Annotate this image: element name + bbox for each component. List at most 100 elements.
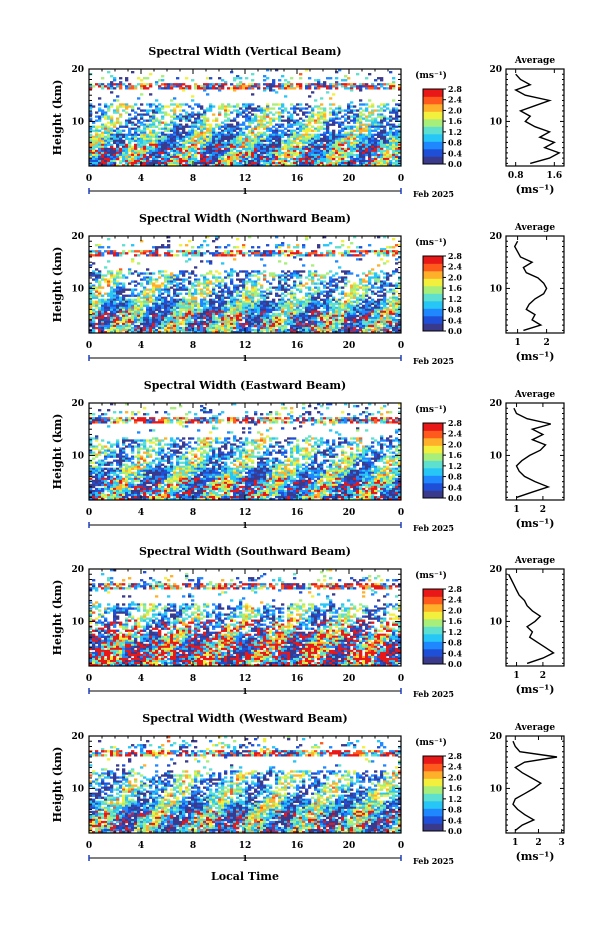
heatmap-cell	[374, 120, 377, 122]
heatmap-cell	[182, 274, 185, 276]
heatmap-cell	[182, 160, 185, 162]
heatmap-cell	[320, 152, 323, 154]
heatmap-cell	[128, 268, 131, 270]
heatmap-cell	[98, 107, 101, 109]
heatmap-cell	[206, 128, 209, 130]
heatmap-cell	[155, 126, 158, 128]
heatmap-cell	[374, 250, 377, 252]
heatmap-cell	[302, 107, 305, 109]
heatmap-cell	[248, 299, 251, 301]
heatmap-cell	[134, 152, 137, 154]
heatmap-cell	[305, 103, 308, 105]
heatmap-cell	[242, 142, 245, 144]
heatmap-cell	[167, 128, 170, 130]
heatmap-cell	[392, 291, 395, 293]
heatmap-cell	[302, 156, 305, 158]
heatmap-cell	[182, 303, 185, 305]
heatmap-cell	[152, 289, 155, 291]
heatmap-cell	[380, 109, 383, 111]
heatmap-cell	[335, 148, 338, 150]
heatmap-cell	[155, 142, 158, 144]
heatmap-cell	[335, 160, 338, 162]
heatmap-cell	[125, 305, 128, 307]
heatmap-cell	[116, 311, 119, 313]
heatmap-cell	[287, 250, 290, 252]
heatmap-cell	[248, 144, 251, 146]
heatmap-cell	[281, 152, 284, 154]
heatmap-cell	[119, 297, 122, 299]
heatmap-cell	[386, 272, 389, 274]
heatmap-cell	[383, 305, 386, 307]
heatmap-cell	[359, 282, 362, 284]
heatmap-cell	[170, 250, 173, 252]
heatmap-cell	[353, 83, 356, 85]
heatmap-cell	[227, 109, 230, 111]
heatmap-cell	[344, 150, 347, 152]
heatmap-cell	[116, 148, 119, 150]
heatmap-cell	[143, 83, 146, 85]
heatmap-cell	[233, 130, 236, 132]
heatmap-cell	[200, 126, 203, 128]
heatmap-cell	[164, 285, 167, 287]
heatmap-cell	[179, 138, 182, 140]
heatmap-cell	[152, 140, 155, 142]
heatmap-cell	[383, 109, 386, 111]
heatmap-cell	[212, 144, 215, 146]
heatmap-cell	[179, 144, 182, 146]
heatmap-cell	[290, 130, 293, 132]
heatmap-cell	[290, 309, 293, 311]
heatmap-cell	[314, 140, 317, 142]
heatmap-cell	[335, 278, 338, 280]
heatmap-cell	[182, 287, 185, 289]
heatmap-cell	[131, 156, 134, 158]
heatmap-cell	[149, 313, 152, 315]
heatmap-cell	[326, 128, 329, 130]
heatmap-cell	[368, 113, 371, 115]
heatmap-cell	[245, 280, 248, 282]
heatmap-cell	[209, 301, 212, 303]
heatmap-cell	[254, 282, 257, 284]
heatmap-cell	[380, 150, 383, 152]
heatmap-cell	[296, 103, 299, 105]
heatmap-cell	[137, 122, 140, 124]
heatmap-cell	[272, 160, 275, 162]
heatmap-cell	[167, 160, 170, 162]
heatmap-cell	[131, 291, 134, 293]
heatmap-cell	[332, 278, 335, 280]
heatmap-cell	[281, 242, 284, 244]
heatmap-cell	[278, 305, 281, 307]
heatmap-cell	[383, 120, 386, 122]
heatmap-cell	[107, 315, 110, 317]
heatmap-cell	[221, 297, 224, 299]
heatmap-cell	[323, 128, 326, 130]
heatmap-cell	[122, 276, 125, 278]
heatmap-cell	[329, 280, 332, 282]
heatmap-cell	[209, 315, 212, 317]
heatmap-cell	[260, 272, 263, 274]
heatmap-cell	[392, 77, 395, 79]
heatmap-cell	[380, 162, 383, 164]
heatmap-cell	[197, 282, 200, 284]
heatmap-cell	[383, 280, 386, 282]
heatmap-cell	[137, 154, 140, 156]
heatmap-cell	[230, 272, 233, 274]
heatmap-cell	[137, 113, 140, 115]
heatmap-cell	[221, 138, 224, 140]
heatmap-cell	[314, 152, 317, 154]
heatmap-cell	[383, 128, 386, 130]
heatmap-cell	[341, 313, 344, 315]
heatmap-cell	[353, 297, 356, 299]
heatmap-cell	[260, 107, 263, 109]
heatmap-cell	[323, 113, 326, 115]
heatmap-cell	[119, 142, 122, 144]
heatmap-cell	[248, 309, 251, 311]
heatmap-cell	[227, 128, 230, 130]
heatmap-cell	[293, 124, 296, 126]
heatmap-cell	[365, 303, 368, 305]
heatmap-cell	[230, 156, 233, 158]
heatmap-cell	[260, 122, 263, 124]
heatmap-cell	[305, 85, 308, 87]
heatmap-cell	[155, 289, 158, 291]
heatmap-cell	[167, 83, 170, 85]
heatmap-cell	[206, 158, 209, 160]
